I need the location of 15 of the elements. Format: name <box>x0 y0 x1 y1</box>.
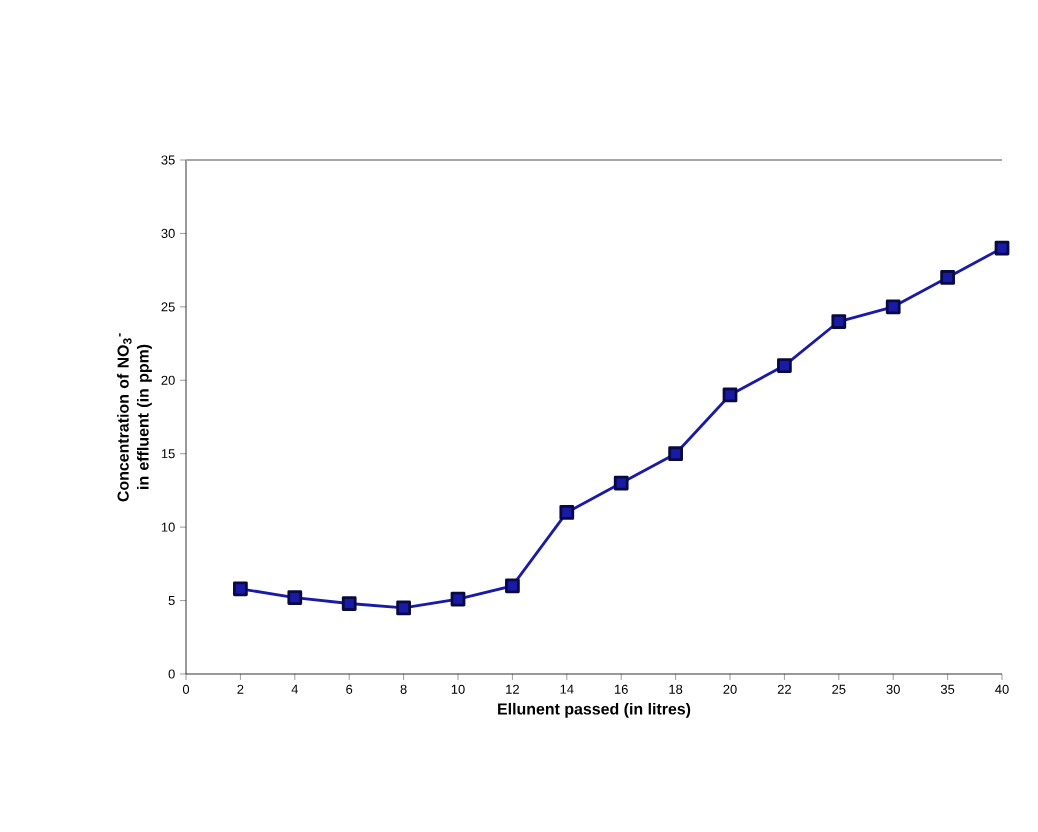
point <box>885 299 901 315</box>
point <box>831 314 847 329</box>
point <box>777 358 792 373</box>
point <box>722 387 738 403</box>
point <box>505 578 520 594</box>
point <box>613 475 629 491</box>
point <box>233 581 248 597</box>
point <box>396 600 411 616</box>
point <box>450 591 466 607</box>
point <box>668 446 683 462</box>
point <box>940 270 955 285</box>
point <box>287 590 303 606</box>
point <box>994 240 1010 256</box>
point <box>559 505 575 520</box>
point <box>341 596 357 611</box>
